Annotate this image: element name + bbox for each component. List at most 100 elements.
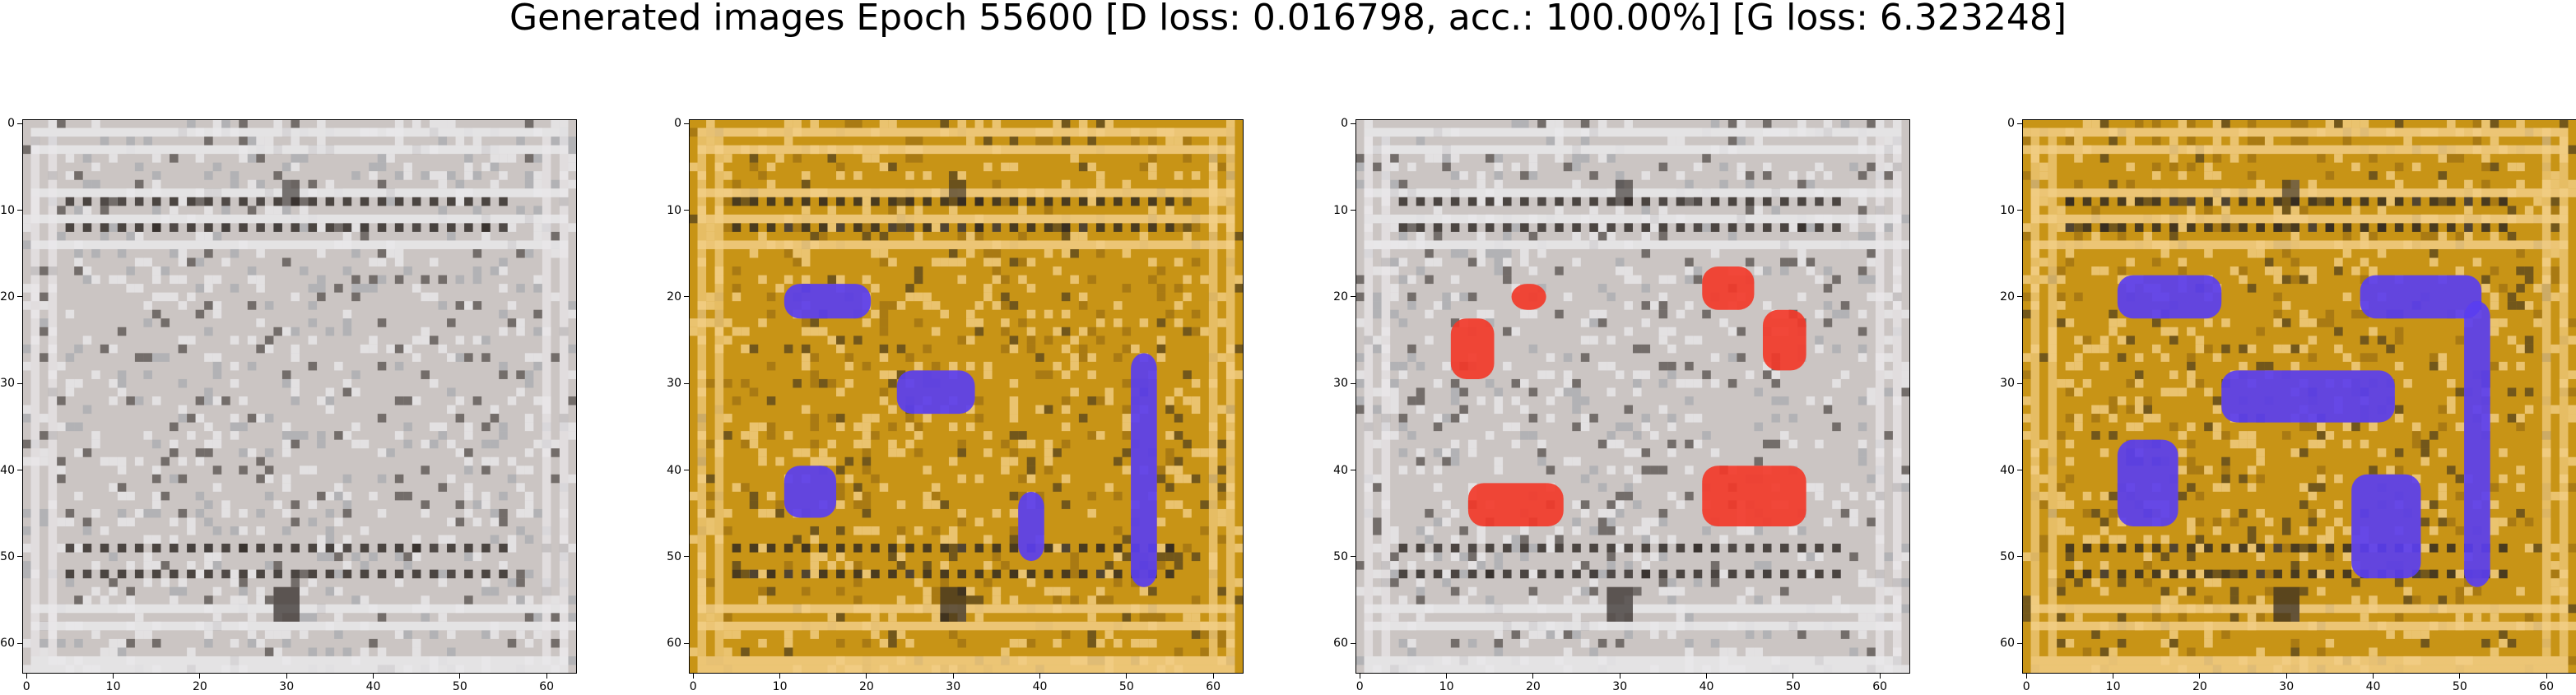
x-tick-label: 0	[22, 680, 30, 693]
x-tick-label: 40	[1699, 680, 1714, 693]
blue-block	[2221, 370, 2395, 423]
light-row	[697, 145, 1235, 155]
light-row	[697, 240, 1235, 249]
dark-blob	[2281, 179, 2299, 206]
pixel-texture	[1355, 119, 1910, 674]
light-row	[697, 127, 1235, 137]
dark-row	[732, 544, 1174, 553]
x-tick	[1126, 674, 1128, 679]
image-panel-2: 0 10 20 30 40 50 60 0 10 20 30 40 50 60	[667, 117, 1244, 693]
y-tick-label: 20	[0, 290, 15, 303]
light-column	[2048, 137, 2058, 656]
x-tick-label: 30	[946, 680, 961, 693]
dark-row	[1398, 544, 1841, 553]
y-tick	[684, 123, 689, 124]
x-tick-label: 30	[2279, 680, 2295, 693]
dark-row	[65, 569, 508, 579]
x-tick-label: 10	[772, 680, 788, 693]
blue-block	[2351, 474, 2421, 579]
x-tick	[2373, 674, 2374, 679]
x-tick	[26, 674, 27, 679]
y-tick	[2017, 123, 2022, 124]
y-tick-label: 10	[667, 203, 681, 217]
y-tick	[1351, 642, 1355, 644]
x-tick	[866, 674, 867, 679]
light-column	[1875, 137, 1885, 656]
light-row	[1364, 240, 1902, 249]
y-tick	[684, 296, 689, 298]
x-tick-label: 60	[539, 680, 555, 693]
light-row	[2030, 240, 2569, 249]
y-tick	[1351, 123, 1355, 124]
y-tick-label: 20	[667, 290, 681, 303]
red-block	[1450, 318, 1495, 379]
y-tick-label: 0	[7, 117, 15, 131]
blue-block	[2117, 439, 2178, 526]
x-tick-label: 50	[2452, 680, 2467, 693]
light-column	[2559, 137, 2569, 656]
x-tick	[373, 674, 374, 679]
light-row	[1364, 127, 1902, 137]
x-tick-label: 20	[192, 680, 207, 693]
x-tick	[692, 674, 694, 679]
red-block	[1467, 483, 1564, 526]
y-tick	[1351, 556, 1355, 558]
x-tick-label: 20	[1525, 680, 1541, 693]
x-tick-label: 20	[858, 680, 874, 693]
x-tick	[1446, 674, 1448, 679]
y-tick	[17, 642, 22, 644]
dark-row	[1398, 197, 1841, 206]
generated-image-3	[1355, 119, 1910, 674]
y-tick-label: 40	[0, 463, 15, 477]
y-tick-label: 60	[2000, 637, 2015, 651]
y-tick-label: 10	[1333, 203, 1348, 217]
y-tick-label: 60	[1333, 637, 1348, 651]
x-tick	[2199, 674, 2201, 679]
x-tick-label: 20	[2192, 680, 2207, 693]
x-tick-label: 50	[452, 680, 467, 693]
x-tick-label: 0	[2022, 680, 2030, 693]
dark-row	[732, 197, 1174, 206]
light-row	[30, 240, 569, 249]
light-column	[542, 137, 551, 656]
y-tick-label: 10	[2000, 203, 2015, 217]
light-column	[1364, 137, 1374, 656]
dark-blob	[273, 586, 300, 622]
light-row	[2030, 656, 2569, 665]
red-block	[1762, 309, 1806, 371]
light-column	[48, 137, 58, 656]
x-tick	[113, 674, 114, 679]
dark-blob	[2273, 586, 2299, 622]
dark-row	[65, 223, 508, 232]
y-tick	[2017, 642, 2022, 644]
x-tick-label: 10	[105, 680, 121, 693]
x-tick	[779, 674, 781, 679]
y-tick-label: 0	[2007, 117, 2015, 131]
x-tick-label: 0	[689, 680, 697, 693]
x-tick	[2459, 674, 2461, 679]
image-panel-3: 0 10 20 30 40 50 60 0 10 20 30 40 50 60	[1333, 117, 1910, 693]
blue-block	[896, 370, 975, 415]
light-row	[1364, 621, 1902, 631]
y-tick	[684, 556, 689, 558]
generated-image-1	[22, 119, 577, 674]
light-column	[714, 137, 724, 656]
light-column	[30, 137, 40, 656]
x-tick-label: 40	[2365, 680, 2381, 693]
x-tick-label: 60	[1206, 680, 1221, 693]
x-tick	[1706, 674, 1708, 679]
blue-block	[1018, 491, 1044, 562]
red-block	[1511, 284, 1546, 310]
dark-blob	[1607, 586, 1633, 622]
light-row	[1364, 656, 1902, 665]
y-tick-label: 60	[667, 637, 681, 651]
x-tick	[1212, 674, 1214, 679]
x-tick	[1039, 674, 1041, 679]
y-tick	[684, 382, 689, 384]
light-column	[2030, 137, 2040, 656]
dark-row	[65, 544, 508, 553]
dark-row	[1398, 569, 1841, 579]
figure-title: Generated images Epoch 55600 [D loss: 0.…	[509, 0, 2067, 39]
light-row	[30, 656, 569, 665]
x-tick-label: 10	[1439, 680, 1454, 693]
